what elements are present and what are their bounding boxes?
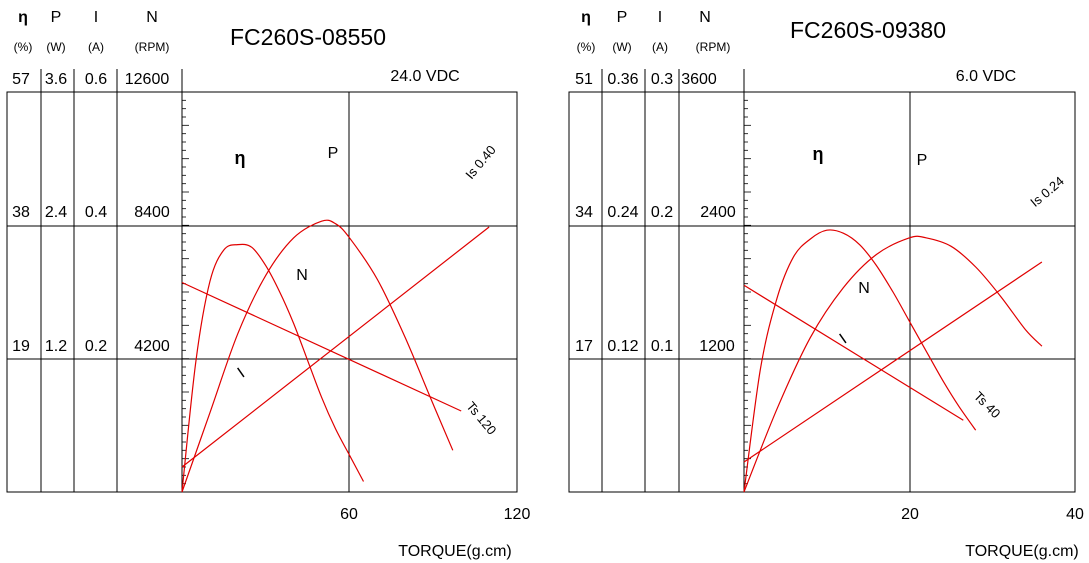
tick-i-0.1: 0.1: [651, 338, 673, 355]
curve-label-n: N: [296, 267, 308, 284]
tick-n-3600: 3600: [681, 71, 717, 88]
x-tick-120: 120: [504, 506, 531, 523]
chart-title: FC260S-09380: [790, 17, 946, 43]
col-symbol-p: P: [51, 9, 62, 26]
curve-label-n: N: [858, 280, 870, 297]
x-tick-40: 40: [1066, 506, 1084, 523]
series-line-n: [743, 284, 964, 421]
series-line-i: [181, 226, 490, 468]
chart-title: FC260S-08550: [230, 24, 386, 50]
minor-ticks: [744, 99, 751, 485]
x-axis-label: TORQUE(g.cm): [965, 543, 1078, 560]
tick-p-2.4: 2.4: [45, 204, 67, 221]
col-symbol-eta: η: [18, 9, 28, 26]
tick-n-12600: 12600: [125, 71, 170, 88]
col-unit-eta: (%): [577, 40, 596, 54]
tick-eta-19: 19: [12, 338, 30, 355]
tick-n-1200: 1200: [699, 338, 735, 355]
stall-torque-label: Ts 120: [463, 399, 499, 438]
tick-n-8400: 8400: [134, 204, 170, 221]
col-symbol-p: P: [617, 9, 628, 26]
chart-panel-left: FC260S-08550 24.0 VDC η P I N (%) (W) (A…: [6, 9, 531, 560]
tick-p-0.12: 0.12: [607, 338, 638, 355]
curve-label-eta: η: [235, 148, 246, 168]
col-symbol-i: I: [658, 9, 662, 26]
chart-panel-right: FC260S-09380 6.0 VDC η P I N (%) (W) (A)…: [568, 9, 1084, 560]
curve-label-i: I: [837, 331, 850, 347]
col-symbol-n: N: [146, 9, 158, 26]
tick-n-2400: 2400: [700, 204, 736, 221]
voltage-label: 24.0 VDC: [390, 68, 459, 85]
plot-frame: [568, 91, 1076, 493]
curves: [743, 229, 1043, 493]
tick-i-0.4: 0.4: [85, 204, 107, 221]
tick-eta-34: 34: [575, 204, 593, 221]
series-line-p: [181, 219, 454, 493]
tick-i-0.2: 0.2: [651, 204, 673, 221]
tick-eta-51: 51: [575, 71, 593, 88]
col-symbol-n: N: [699, 9, 711, 26]
x-tick-20: 20: [901, 506, 919, 523]
tick-n-4200: 4200: [134, 338, 170, 355]
tick-p-3.6: 3.6: [45, 71, 67, 88]
curve-label-i: I: [235, 365, 248, 381]
tick-p-0.24: 0.24: [607, 204, 638, 221]
tick-eta-57: 57: [12, 71, 30, 88]
col-unit-p: (W): [612, 40, 631, 54]
series-line-p: [743, 235, 1043, 493]
curve-label-p: P: [917, 152, 928, 169]
series-line-efficiency: [181, 243, 365, 493]
curves: [181, 219, 490, 493]
tick-eta-38: 38: [12, 204, 30, 221]
col-symbol-i: I: [94, 9, 98, 26]
col-unit-n: (RPM): [135, 40, 170, 54]
tick-i-0.6: 0.6: [85, 71, 107, 88]
col-unit-i: (A): [652, 40, 668, 54]
tick-eta-17: 17: [575, 338, 593, 355]
voltage-label: 6.0 VDC: [956, 68, 1016, 85]
stall-torque-label: Ts 40: [971, 389, 1004, 422]
stall-current-label: Is 0.24: [1027, 173, 1067, 210]
tick-p-0.36: 0.36: [607, 71, 638, 88]
col-unit-n: (RPM): [696, 40, 731, 54]
curve-label-eta: η: [813, 144, 824, 164]
minor-ticks: [182, 99, 189, 485]
series-line-i: [743, 261, 1043, 463]
stall-current-label: Is 0.40: [462, 142, 499, 182]
x-tick-60: 60: [340, 506, 358, 523]
col-unit-p: (W): [46, 40, 65, 54]
curve-label-p: P: [328, 145, 339, 162]
col-symbol-eta: η: [581, 9, 591, 26]
plot-frame: [6, 91, 518, 493]
tick-i-0.2: 0.2: [85, 338, 107, 355]
tick-p-1.2: 1.2: [45, 338, 67, 355]
tick-i-0.3: 0.3: [651, 71, 673, 88]
series-line-n: [181, 281, 462, 412]
col-unit-i: (A): [88, 40, 104, 54]
series-line-efficiency: [743, 229, 977, 493]
col-unit-eta: (%): [14, 40, 33, 54]
x-axis-label: TORQUE(g.cm): [398, 543, 511, 560]
